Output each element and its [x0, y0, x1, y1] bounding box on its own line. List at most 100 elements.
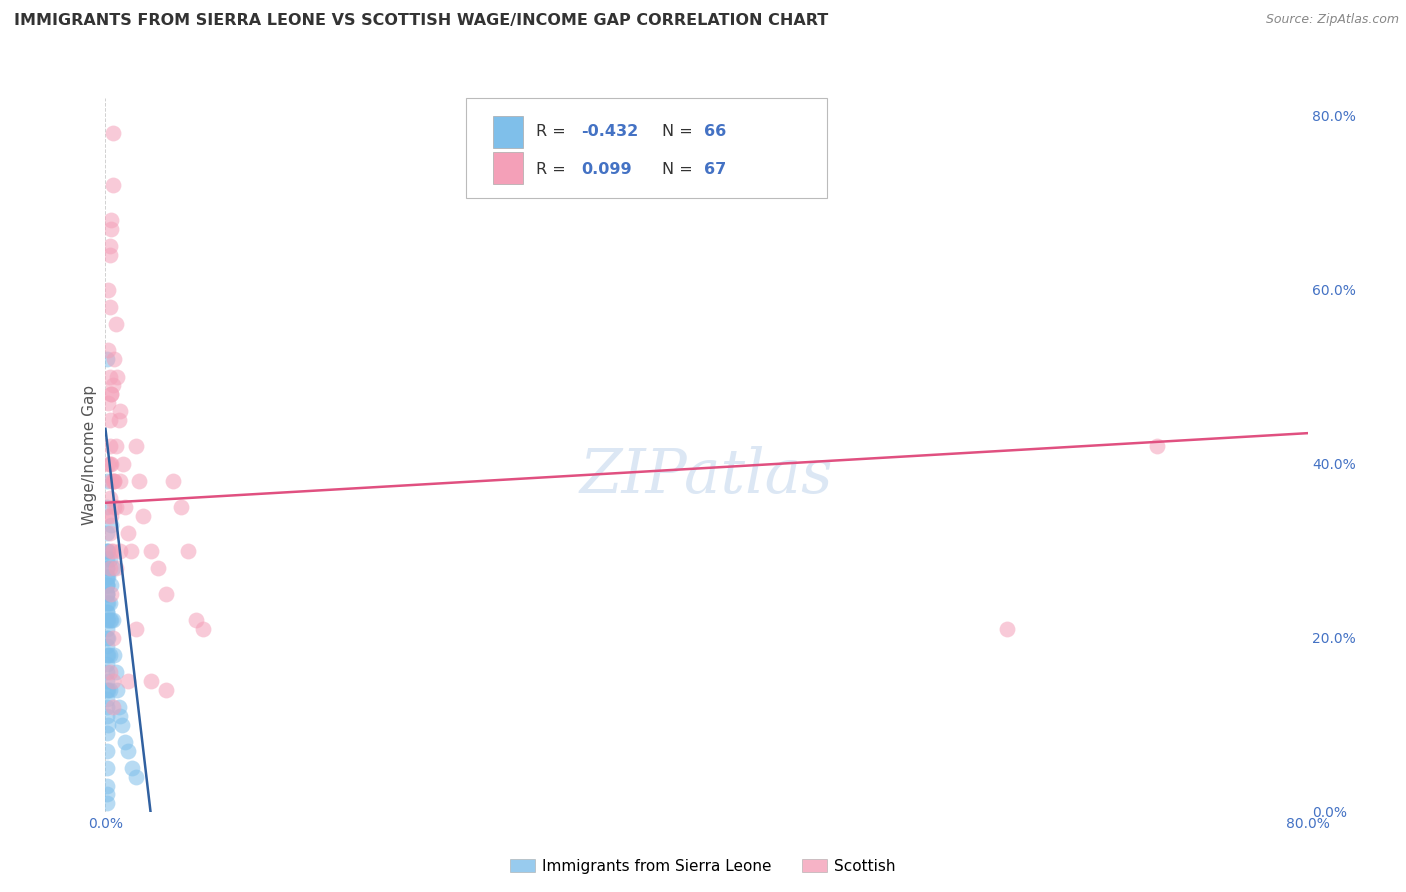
Point [98, 613, 121, 627]
Point [96, 761, 118, 775]
Point [114, 500, 136, 515]
Point [96, 578, 118, 592]
Point [96, 787, 118, 801]
Point [96, 709, 118, 723]
Point [96, 587, 118, 601]
Point [995, 622, 1018, 636]
Point [98, 552, 121, 566]
Point [96, 578, 118, 592]
Point [108, 413, 131, 427]
Point [96, 552, 118, 566]
Point [97, 682, 120, 697]
Point [96, 352, 118, 367]
Point [111, 717, 134, 731]
Point [98, 596, 121, 610]
Point [98, 239, 121, 253]
Point [96, 526, 118, 541]
Point [96, 657, 118, 671]
Point [98, 413, 121, 427]
Point [110, 709, 132, 723]
Point [177, 543, 200, 558]
Point [100, 613, 122, 627]
Point [101, 700, 124, 714]
Point [101, 561, 124, 575]
Point [96, 613, 118, 627]
Point [96, 648, 118, 662]
Point [110, 474, 132, 488]
Point [169, 500, 191, 515]
Point [97, 717, 120, 731]
Point [101, 543, 124, 558]
Point [97, 631, 120, 645]
Point [100, 508, 122, 523]
Point [110, 543, 132, 558]
Point [139, 543, 162, 558]
Point [162, 474, 184, 488]
Point [104, 500, 127, 515]
Point [96, 691, 118, 706]
Text: R =: R = [536, 124, 571, 139]
Point [100, 387, 122, 401]
Text: 66: 66 [704, 124, 727, 139]
Point [146, 561, 169, 575]
Point [101, 126, 124, 140]
Text: N =: N = [662, 162, 697, 177]
Point [101, 378, 124, 392]
Point [124, 770, 146, 784]
Point [104, 318, 127, 332]
Point [98, 491, 121, 506]
Text: -0.432: -0.432 [582, 124, 638, 139]
Point [98, 682, 121, 697]
Text: ZIPatlas: ZIPatlas [579, 446, 834, 507]
Point [117, 674, 139, 689]
Point [110, 404, 132, 418]
Point [132, 508, 155, 523]
Point [103, 474, 125, 488]
Text: Source: ZipAtlas.com: Source: ZipAtlas.com [1265, 13, 1399, 27]
Point [96, 561, 118, 575]
Point [104, 561, 127, 575]
FancyBboxPatch shape [492, 152, 523, 184]
Point [98, 248, 121, 262]
Point [96, 570, 118, 584]
Point [124, 622, 146, 636]
Text: R =: R = [536, 162, 571, 177]
Point [97, 543, 120, 558]
Point [96, 596, 118, 610]
Point [97, 596, 120, 610]
Point [98, 457, 121, 471]
Text: IMMIGRANTS FROM SIERRA LEONE VS SCOTTISH WAGE/INCOME GAP CORRELATION CHART: IMMIGRANTS FROM SIERRA LEONE VS SCOTTISH… [14, 13, 828, 29]
Point [100, 543, 122, 558]
Point [155, 587, 177, 601]
Point [107, 369, 129, 384]
Point [191, 622, 214, 636]
Point [103, 648, 125, 662]
Point [98, 665, 121, 680]
Point [108, 700, 131, 714]
Point [98, 439, 121, 453]
Point [96, 570, 118, 584]
Point [101, 631, 124, 645]
Point [96, 561, 118, 575]
Point [96, 605, 118, 619]
FancyBboxPatch shape [492, 116, 523, 148]
Point [97, 395, 120, 409]
Point [100, 221, 122, 235]
Point [97, 648, 120, 662]
Point [98, 369, 121, 384]
Point [96, 682, 118, 697]
Point [124, 439, 146, 453]
Point [184, 613, 207, 627]
Point [1146, 439, 1168, 453]
Point [96, 605, 118, 619]
Point [96, 779, 118, 793]
Point [96, 744, 118, 758]
Point [112, 457, 135, 471]
Point [104, 665, 127, 680]
Point [96, 578, 118, 592]
Text: 0.099: 0.099 [582, 162, 633, 177]
Point [98, 526, 121, 541]
Point [96, 587, 118, 601]
Point [100, 457, 122, 471]
Point [97, 613, 120, 627]
